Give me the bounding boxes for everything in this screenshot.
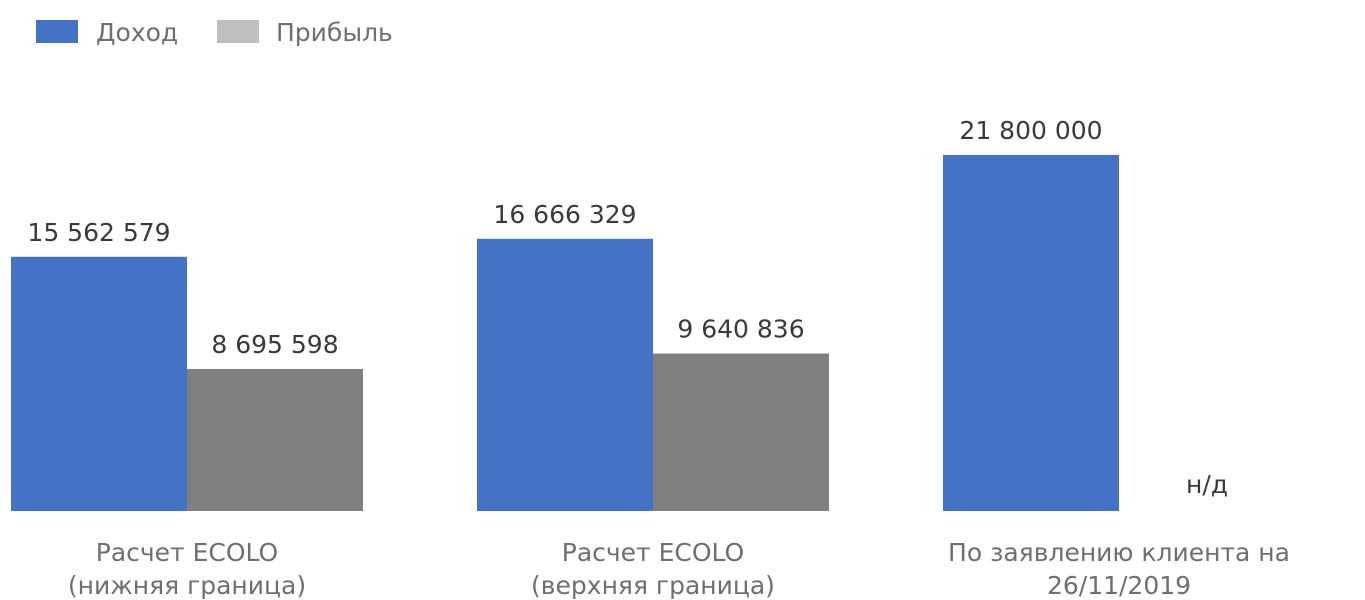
bar-profit-1 xyxy=(653,353,829,511)
bar-income-1 xyxy=(477,238,653,511)
data-label-income-1: 16 666 329 xyxy=(493,200,636,229)
bars xyxy=(11,154,1119,511)
data-label-income-2: 21 800 000 xyxy=(959,116,1102,145)
bar-profit-0 xyxy=(187,368,363,511)
category-labels: Расчет ECOLO (нижняя граница) Расчет ECOLO… xyxy=(68,538,1290,600)
data-label-income-0: 15 562 579 xyxy=(27,218,170,247)
data-label-profit-2: н/д xyxy=(1186,470,1228,499)
legend-label-income: Доход xyxy=(96,18,178,47)
legend-swatch-profit xyxy=(217,20,259,43)
legend: Доход Прибыль xyxy=(36,18,393,47)
bar-income-0 xyxy=(11,256,187,511)
data-labels: 15 562 579 16 666 329 21 800 000 8 695 598 9… xyxy=(27,116,1228,499)
legend-label-profit: Прибыль xyxy=(276,18,393,47)
legend-swatch-income xyxy=(36,20,78,43)
category-label-0: Расчет ECOLO (нижняя граница) xyxy=(68,538,306,600)
data-label-profit-0: 8 695 598 xyxy=(211,330,338,359)
category-label-1: Расчет ECOLO (верхняя граница) xyxy=(531,538,775,600)
bar-income-2 xyxy=(943,154,1119,511)
data-label-profit-1: 9 640 836 xyxy=(677,315,804,344)
category-label-2: По заявлению клиента на 26/11/2019 xyxy=(948,538,1290,600)
